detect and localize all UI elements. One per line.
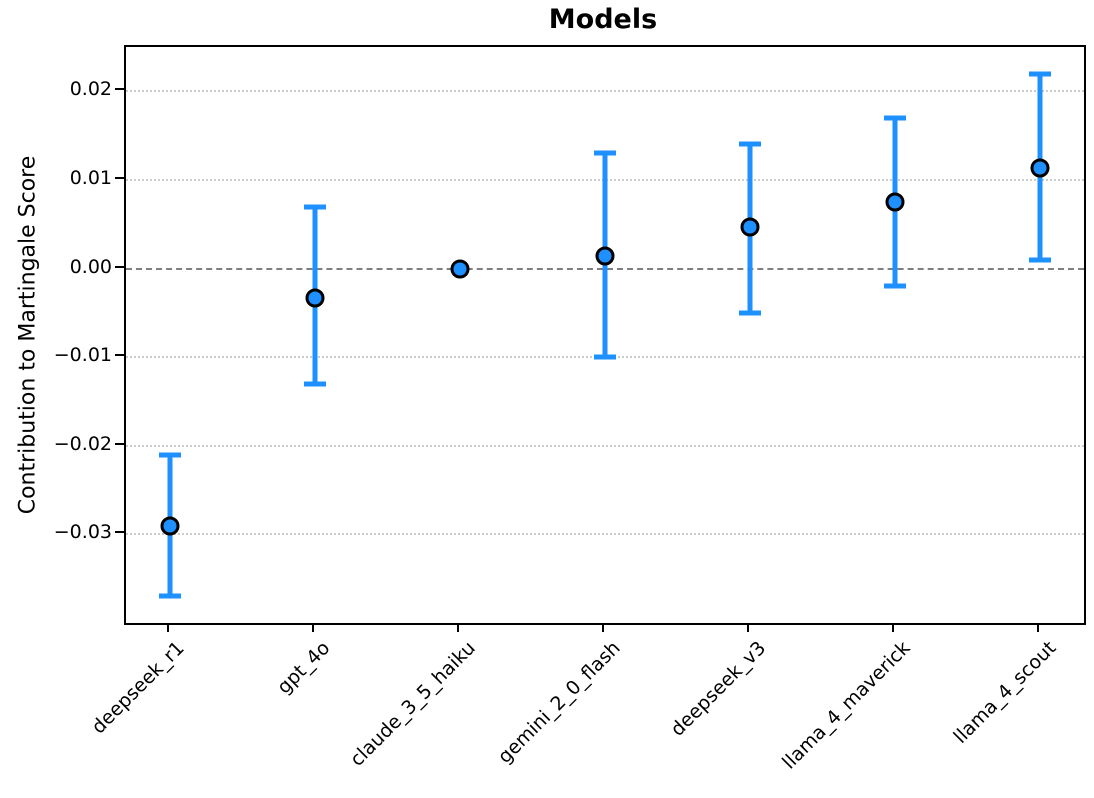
gridline-−0.02 (126, 444, 1084, 447)
x-tick-label-gemini_2_0_flash: gemini_2_0_flash (493, 637, 625, 768)
error-bar-cap-top-gemini_2_0_flash (594, 150, 616, 156)
x-tick-mark (311, 623, 314, 632)
y-tick-label: 0.01 (69, 166, 112, 189)
y-tick-mark (115, 442, 124, 445)
error-bar-cap-bottom-gemini_2_0_flash (594, 354, 616, 360)
error-bar-cap-top-deepseek_v3 (739, 141, 762, 147)
data-point-marker-deepseek_v3 (740, 217, 760, 237)
error-bar-cap-bottom-llama_4_scout (1029, 257, 1052, 263)
data-point-marker-gpt_4o (305, 288, 325, 308)
x-tick-mark (1037, 623, 1040, 632)
x-tick-label-deepseek_r1: deepseek_r1 (87, 637, 190, 739)
y-tick-label: 0.02 (69, 78, 112, 101)
x-tick-mark (602, 623, 604, 632)
y-axis-label: Contribution to Martingale Score (15, 155, 41, 515)
error-bar-cap-top-llama_4_scout (1029, 71, 1052, 77)
error-bar-cap-bottom-deepseek_r1 (158, 593, 181, 599)
y-tick-label: −0.03 (53, 521, 112, 544)
gridline-0.02 (126, 90, 1084, 93)
y-tick-label: 0.00 (69, 255, 112, 278)
error-bar-cap-bottom-deepseek_v3 (739, 310, 762, 316)
error-bar-cap-top-gpt_4o (303, 204, 326, 209)
data-point-marker-gemini_2_0_flash (595, 246, 615, 266)
data-point-marker-llama_4_maverick (885, 192, 905, 212)
x-tick-mark (166, 623, 169, 632)
x-tick-mark (456, 623, 459, 632)
x-tick-mark (747, 623, 750, 632)
plot-area (124, 45, 1086, 625)
error-bar-cap-top-deepseek_r1 (158, 452, 181, 458)
gridline-−0.03 (126, 533, 1084, 536)
error-bar-cap-bottom-llama_4_maverick (884, 283, 907, 289)
y-tick-mark (115, 354, 124, 357)
x-tick-label-gpt_4o: gpt_4o (272, 637, 335, 699)
y-tick-label: −0.01 (53, 344, 112, 367)
y-tick-mark (115, 176, 124, 179)
chart-title: Models (548, 4, 658, 35)
data-point-marker-claude_3_5_haiku (450, 259, 470, 279)
y-tick-mark (115, 265, 124, 268)
y-tick-mark (115, 88, 124, 91)
x-tick-label-llama_4_scout: llama_4_scout (949, 637, 1061, 748)
data-point-marker-llama_4_scout (1030, 158, 1050, 178)
x-tick-mark (892, 623, 895, 632)
x-tick-label-llama_4_maverick: llama_4_maverick (778, 637, 915, 774)
x-tick-label-claude_3_5_haiku: claude_3_5_haiku (345, 637, 480, 771)
y-tick-mark (115, 531, 124, 534)
data-point-marker-deepseek_r1 (160, 516, 180, 536)
x-tick-label-deepseek_v3: deepseek_v3 (666, 637, 770, 741)
y-tick-label: −0.02 (53, 432, 112, 455)
error-bar-cap-top-llama_4_maverick (884, 115, 907, 121)
error-bar-cap-bottom-gpt_4o (303, 381, 326, 387)
